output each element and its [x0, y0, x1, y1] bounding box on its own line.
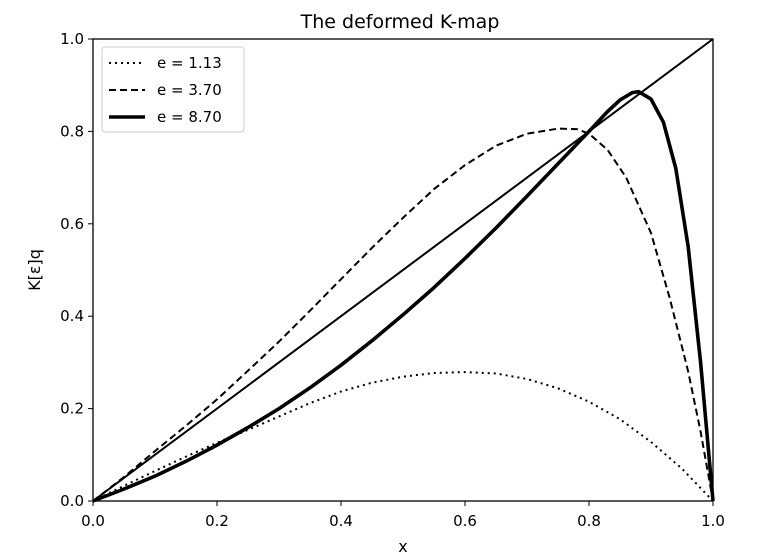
y-axis-label: K[ε]q: [25, 249, 44, 291]
x-axis-ticks: 0.0 0.2 0.4 0.6 0.8 1.0: [81, 501, 725, 530]
y-tick-label: 0.6: [60, 215, 84, 233]
series-line-2: [92, 89, 715, 503]
x-axis-label: x: [398, 537, 407, 556]
series-layer: [92, 38, 715, 503]
y-tick-label: 1.0: [60, 30, 84, 48]
x-tick-label: 0.2: [205, 512, 229, 530]
series-line-0: [92, 371, 714, 502]
y-tick-label: 0.0: [60, 492, 84, 510]
legend-label: e = 8.70: [157, 108, 222, 126]
x-tick-label: 1.0: [701, 512, 725, 530]
legend-label: e = 1.13: [157, 54, 222, 72]
legend-box: [101, 46, 245, 133]
y-axis-ticks: 0.0 0.2 0.4 0.6 0.8 1.0: [60, 30, 93, 510]
series-line-1: [92, 127, 714, 502]
series-line-3: [92, 38, 714, 502]
y-tick-label: 0.8: [60, 122, 84, 140]
y-tick-label: 0.4: [60, 307, 84, 325]
x-tick-label: 0.4: [329, 512, 353, 530]
plot-frame: [92, 38, 714, 502]
y-tick-label: 0.2: [60, 400, 84, 418]
legend-label: e = 3.70: [157, 81, 222, 99]
x-tick-label: 0.6: [453, 512, 477, 530]
legend: e = 1.13 e = 3.70 e = 8.70: [101, 46, 245, 133]
x-tick-label: 0.0: [81, 512, 105, 530]
chart-title: The deformed K-map: [300, 11, 500, 33]
x-tick-label: 0.8: [577, 512, 601, 530]
